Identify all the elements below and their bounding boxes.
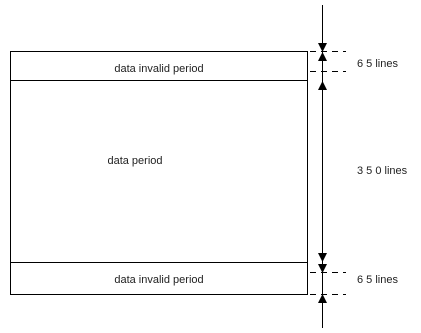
bottom-dimension-label: 6 5 lines <box>357 274 398 286</box>
top-region-label: data invalid period <box>114 63 203 75</box>
arrow-up-bottom-icon <box>318 294 327 303</box>
arrow-down-bottom-icon <box>318 264 327 273</box>
top-dimension-label: 6 5 lines <box>357 58 398 70</box>
arrow-up-middle-icon <box>318 81 327 90</box>
middle-dimension-label: 3 5 0 lines <box>357 165 408 177</box>
arrow-down-middle-icon <box>318 253 327 262</box>
frame-outline <box>10 51 308 295</box>
arrow-down-top-icon <box>318 43 327 52</box>
middle-region-label: data period <box>107 155 162 167</box>
bottom-region-label: data invalid period <box>114 274 203 286</box>
arrow-up-top-icon <box>318 52 327 61</box>
